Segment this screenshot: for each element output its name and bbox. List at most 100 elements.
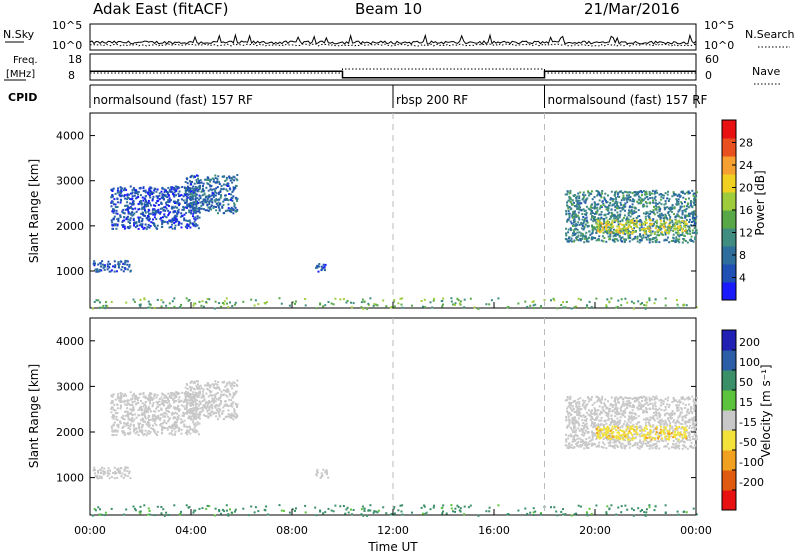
range-gate-cell xyxy=(612,214,615,217)
range-gate-cell xyxy=(93,301,96,303)
range-gate-cell xyxy=(208,384,211,387)
range-gate-cell xyxy=(614,415,617,418)
range-gate-cell xyxy=(654,199,657,202)
range-gate-cell xyxy=(186,189,189,192)
range-gate-cell xyxy=(226,395,229,398)
range-gate-cell xyxy=(646,225,649,228)
range-gate-cell xyxy=(213,411,216,414)
range-gate-cell xyxy=(691,205,694,208)
range-gate-cell xyxy=(165,304,168,307)
range-gate-cell xyxy=(186,185,189,188)
range-gate-cell xyxy=(607,410,610,413)
range-gate-cell xyxy=(230,176,233,179)
range-gate-cell xyxy=(620,199,623,202)
range-gate-cell xyxy=(612,235,615,238)
range-gate-cell xyxy=(194,208,197,211)
range-gate-cell xyxy=(615,219,618,222)
range-gate-cell xyxy=(200,396,203,399)
range-gate-cell xyxy=(648,225,651,228)
range-gate-cell xyxy=(579,239,582,242)
range-gate-cell xyxy=(149,395,152,398)
range-gate-cell xyxy=(598,199,601,202)
range-gate-cell xyxy=(644,197,647,200)
range-gate-cell xyxy=(136,397,139,400)
range-gate-cell xyxy=(639,402,642,405)
range-gate-cell xyxy=(469,297,472,300)
range-gate-cell xyxy=(227,390,230,393)
range-gate-cell xyxy=(199,197,202,200)
range-gate-cell xyxy=(196,423,199,426)
range-gate-cell xyxy=(692,214,695,217)
range-gate-cell xyxy=(663,422,666,425)
range-gate-cell xyxy=(605,240,608,243)
range-gate-cell xyxy=(652,211,655,214)
range-gate-cell xyxy=(664,233,667,236)
range-gate-cell xyxy=(217,175,220,178)
range-gate-cell xyxy=(659,228,662,231)
range-gate-cell xyxy=(677,203,680,206)
range-gate-cell xyxy=(232,418,235,421)
range-gate-cell xyxy=(233,202,236,205)
range-gate-cell xyxy=(568,442,571,445)
range-gate-cell xyxy=(684,216,687,219)
range-gate-cell xyxy=(366,307,368,310)
range-gate-cell xyxy=(119,466,122,469)
range-gate-cell xyxy=(667,418,670,420)
range-gate-cell xyxy=(194,414,197,417)
range-gate-cell xyxy=(144,420,147,423)
range-gate-cell xyxy=(236,379,239,382)
range-gate-cell xyxy=(605,224,608,227)
range-gate-cell xyxy=(623,241,626,244)
range-gate-cell xyxy=(627,424,630,427)
range-gate-cell xyxy=(609,407,612,410)
range-gate-cell xyxy=(161,223,164,226)
range-gate-cell xyxy=(646,433,649,436)
range-gate-cell xyxy=(204,406,207,409)
range-gate-cell xyxy=(603,428,606,431)
range-gate-cell xyxy=(649,197,652,200)
range-gate-cell xyxy=(656,203,659,205)
range-gate-cell xyxy=(218,183,221,185)
power-colorbar-label: Power [dB] xyxy=(753,170,767,235)
range-gate-cell xyxy=(217,206,220,209)
range-gate-cell xyxy=(160,216,163,219)
range-gate-cell xyxy=(161,399,164,401)
range-gate-cell xyxy=(265,301,268,304)
range-gate-cell xyxy=(186,387,189,390)
range-gate-cell xyxy=(617,195,619,198)
range-gate-cell xyxy=(172,211,175,214)
range-gate-cell xyxy=(674,218,677,221)
range-gate-cell xyxy=(325,470,328,473)
range-gate-cell xyxy=(634,230,637,232)
range-gate-cell xyxy=(119,422,122,425)
range-gate-cell xyxy=(233,408,236,411)
range-gate-cell xyxy=(673,207,676,210)
range-gate-cell xyxy=(184,397,187,400)
range-gate-cell xyxy=(587,397,590,400)
range-gate-cell xyxy=(171,423,174,426)
range-gate-cell xyxy=(148,213,150,215)
range-gate-cell xyxy=(623,214,626,217)
range-gate-cell xyxy=(683,192,686,195)
colorbar-swatch xyxy=(722,174,736,193)
range-gate-cell xyxy=(212,400,215,403)
range-gate-cell xyxy=(569,445,572,448)
range-gate-cell xyxy=(183,412,186,415)
range-gate-cell xyxy=(590,232,593,235)
range-gate-cell xyxy=(657,225,660,228)
range-gate-cell xyxy=(129,270,132,273)
range-gate-cell xyxy=(633,210,636,212)
range-gate-cell xyxy=(590,424,593,427)
range-gate-cell xyxy=(600,206,603,209)
range-gate-cell xyxy=(684,436,686,439)
range-gate-cell xyxy=(573,211,576,214)
range-gate-cell xyxy=(590,306,593,308)
range-gate-cell xyxy=(646,211,649,214)
range-gate-cell xyxy=(186,203,189,206)
range-gate-cell xyxy=(186,405,188,408)
range-gate-cell xyxy=(567,437,570,440)
range-gate-cell xyxy=(685,413,688,416)
range-gate-cell xyxy=(169,199,172,202)
range-gate-cell xyxy=(610,190,613,193)
range-gate-cell xyxy=(231,178,234,181)
